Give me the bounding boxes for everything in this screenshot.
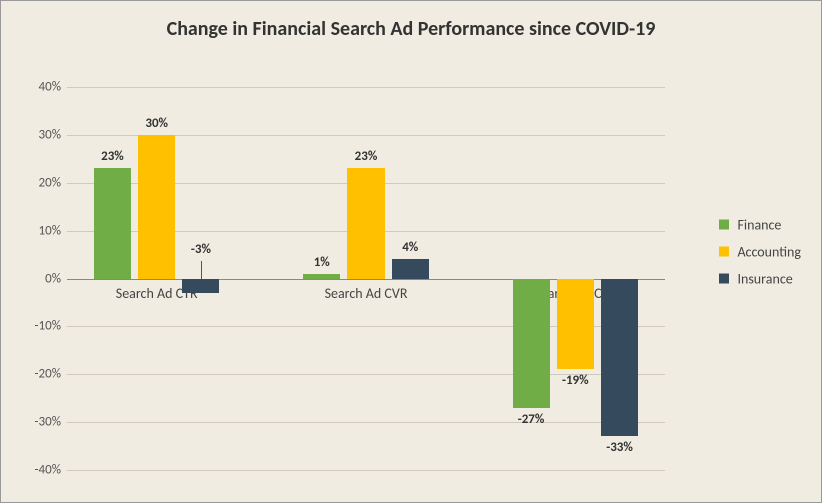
y-tick-label: 30% <box>39 127 67 142</box>
y-tick-label: -20% <box>35 367 67 382</box>
bar: -27% <box>513 279 550 408</box>
gridline <box>67 87 665 88</box>
legend-swatch <box>719 247 729 257</box>
bar-value-label: -19% <box>562 369 589 377</box>
legend-swatch <box>719 274 729 284</box>
legend: Finance Accounting Insurance <box>719 206 801 297</box>
bar: 23% <box>94 168 131 278</box>
legend-item: Insurance <box>719 270 801 287</box>
plot-area: -40%-30%-20%-10%0%10%20%30%40%Search Ad … <box>67 87 665 470</box>
bar-value-label: 23% <box>101 149 124 168</box>
y-tick-label: 10% <box>39 223 67 238</box>
legend-label: Accounting <box>737 243 801 260</box>
bar: 1% <box>303 274 340 279</box>
bar: 4% <box>392 259 429 278</box>
y-tick-label: 40% <box>39 80 67 95</box>
bar: -19% <box>557 279 594 370</box>
y-tick-label: -40% <box>35 463 67 478</box>
bar: -33% <box>601 279 638 437</box>
legend-item: Accounting <box>719 243 801 260</box>
legend-label: Insurance <box>737 270 792 287</box>
leader-line <box>201 261 202 279</box>
gridline <box>67 470 665 471</box>
chart-frame: Change in Financial Search Ad Performanc… <box>7 7 815 496</box>
y-tick-label: -30% <box>35 415 67 430</box>
chart-title: Change in Financial Search Ad Performanc… <box>7 7 815 42</box>
bar-value-label: 1% <box>314 255 330 274</box>
y-tick-label: 0% <box>45 271 67 286</box>
y-tick-label: 20% <box>39 175 67 190</box>
y-tick-label: -10% <box>35 319 67 334</box>
bar: 23% <box>347 168 384 278</box>
bar-value-label: 4% <box>402 240 418 259</box>
legend-item: Finance <box>719 216 801 233</box>
bar-value-label: 23% <box>355 149 378 168</box>
bar-value-label: -27% <box>518 408 545 416</box>
legend-swatch <box>719 220 729 230</box>
bar: -3% <box>182 279 219 293</box>
bar-value-label: -33% <box>606 436 633 444</box>
bar-value-label: 30% <box>145 116 168 135</box>
legend-label: Finance <box>737 216 781 233</box>
gridline <box>67 422 665 423</box>
bar: 30% <box>138 135 175 279</box>
category-label: Search Ad CVR <box>325 279 408 302</box>
